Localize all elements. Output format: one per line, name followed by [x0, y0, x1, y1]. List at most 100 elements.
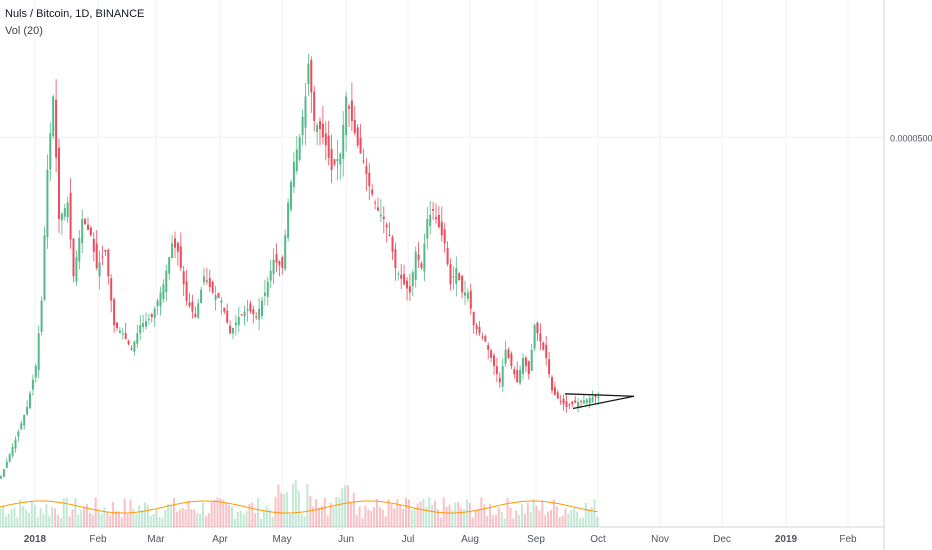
candle-body: [66, 202, 69, 218]
candle-body: [269, 270, 272, 281]
candle-body: [87, 224, 89, 230]
candle-body: [255, 316, 258, 318]
volume-bar: [486, 515, 489, 527]
candle-body: [278, 260, 281, 266]
volume-bar: [480, 497, 483, 527]
volume-bar: [468, 503, 471, 527]
volume-bar: [555, 506, 558, 527]
candle-body: [150, 314, 153, 318]
candle-body: [466, 292, 469, 299]
volume-bar: [155, 509, 158, 527]
volume-bar: [465, 499, 468, 527]
candle-body: [171, 243, 174, 259]
candle-body: [530, 349, 533, 371]
volume-bar: [457, 501, 460, 527]
volume-bar: [30, 501, 33, 527]
volume-bar: [141, 510, 144, 527]
candle-body: [365, 166, 368, 175]
volume-bar: [117, 511, 120, 527]
volume-bar: [68, 516, 71, 527]
volume-bar: [0, 508, 1, 527]
candle-body: [417, 254, 420, 260]
x-tick-label: Dec: [713, 534, 731, 545]
candle-body: [591, 397, 594, 403]
volume-bar: [550, 509, 552, 527]
volume-bar: [268, 509, 271, 527]
volume-bar: [222, 500, 225, 527]
volume-bar: [173, 497, 175, 527]
x-tick-label: Jun: [338, 534, 354, 545]
volume-bar: [335, 496, 338, 527]
candle-body: [301, 116, 304, 136]
candle-body: [243, 311, 246, 317]
volume-bar: [402, 508, 405, 527]
candle-body: [458, 273, 461, 281]
volume-bar: [434, 500, 436, 527]
volume-bar: [210, 502, 213, 527]
candle-body: [580, 400, 582, 402]
volume-bar: [471, 517, 474, 527]
candle-body: [185, 281, 188, 301]
volume-bar: [300, 514, 303, 527]
volume-bar: [204, 516, 207, 527]
candle-body: [211, 281, 214, 293]
candle-body: [478, 326, 481, 334]
candle-body: [232, 327, 234, 334]
volume-bar: [262, 511, 265, 527]
volume-bar: [593, 499, 596, 527]
candle-body: [379, 214, 382, 217]
candle-body: [377, 207, 379, 211]
candle-body: [188, 302, 191, 307]
candle-body: [324, 133, 327, 146]
candle-body: [435, 217, 437, 219]
candle-body: [519, 370, 522, 384]
volume-bar: [422, 498, 425, 527]
candle-body: [182, 271, 185, 285]
volume-bar: [100, 513, 103, 527]
candle-body: [229, 325, 232, 334]
volume-bar: [326, 515, 329, 527]
x-tick-label: May: [273, 534, 292, 545]
volume-bar: [13, 507, 16, 527]
volume-bar: [541, 500, 544, 527]
volume-bar: [245, 510, 248, 527]
candle-body: [107, 249, 110, 277]
candle-body: [516, 370, 519, 383]
candle-body: [510, 353, 513, 367]
volume-bar: [112, 501, 115, 527]
candle-body: [81, 218, 84, 244]
candle-body: [40, 300, 43, 332]
x-tick-label: Mar: [147, 534, 165, 545]
candle-body: [43, 235, 46, 300]
candle-body: [574, 400, 577, 403]
volume-bar: [45, 504, 48, 527]
candle-body: [548, 359, 551, 375]
volume-bar: [364, 505, 367, 527]
volume-bar: [445, 506, 448, 527]
candle-body: [69, 192, 72, 240]
candle-body: [127, 340, 130, 345]
candle-body: [298, 137, 301, 160]
volume-bar: [48, 515, 51, 527]
volume-bar: [199, 513, 202, 527]
volume-bar: [59, 517, 62, 527]
volume-bar: [51, 506, 54, 527]
candle-body: [490, 350, 493, 358]
candle-body: [333, 159, 336, 165]
volume-bar: [518, 514, 521, 527]
candle-body: [484, 335, 487, 342]
x-tick-label: Aug: [461, 534, 479, 545]
candle-body: [2, 468, 5, 477]
candle-body: [92, 238, 95, 252]
candle-body: [191, 301, 194, 312]
candle-body: [37, 333, 40, 371]
candle-body: [553, 387, 556, 395]
candle-body: [258, 308, 261, 320]
candle-body: [95, 243, 98, 268]
volume-bar: [523, 513, 526, 527]
candle-body: [371, 189, 374, 195]
candle-body: [522, 357, 524, 374]
candle-body: [339, 153, 342, 165]
